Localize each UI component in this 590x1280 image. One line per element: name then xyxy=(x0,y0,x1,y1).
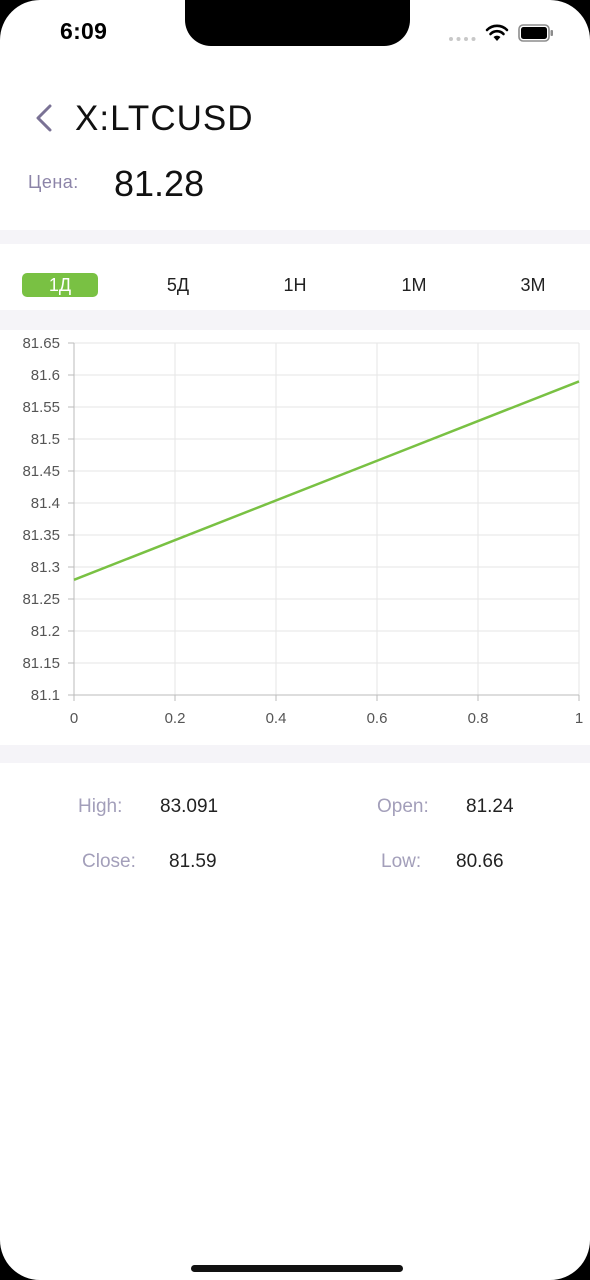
high-label: High: xyxy=(78,796,123,817)
x-tick-label: 0.8 xyxy=(468,710,489,727)
tab-1d[interactable]: 1Д xyxy=(22,273,98,297)
open-label: Open: xyxy=(377,796,429,817)
x-tick-label: 0.6 xyxy=(367,710,388,727)
low-label: Low: xyxy=(381,851,422,872)
x-tick-label: 0.4 xyxy=(266,710,287,727)
y-tick-label: 81.4 xyxy=(31,495,60,512)
x-tick-label: 0.2 xyxy=(165,710,186,727)
cellular-signal-icon xyxy=(449,37,476,41)
price-value: 81.28 xyxy=(114,163,205,204)
y-tick-label: 81.35 xyxy=(22,527,60,544)
tab-1m[interactable]: 1М xyxy=(401,275,427,295)
divider xyxy=(0,310,590,330)
divider xyxy=(0,745,590,763)
x-tick-label: 1 xyxy=(575,710,583,727)
price-line-chart: 81.65 81.6 81.55 81.5 81.45 81.4 81.35 81.3 81.2… xyxy=(22,335,583,727)
close-value: 81.59 xyxy=(169,851,217,872)
y-tick-label: 81.3 xyxy=(31,559,60,576)
y-tick-label: 81.15 xyxy=(22,655,60,672)
open-value: 81.24 xyxy=(466,796,514,817)
x-tick-label: 0 xyxy=(70,710,78,727)
back-chevron-icon[interactable] xyxy=(30,100,60,136)
low-value: 80.66 xyxy=(456,851,504,872)
home-indicator xyxy=(191,1265,403,1272)
high-value: 83.091 xyxy=(160,796,219,817)
y-tick-label: 81.45 xyxy=(22,463,60,480)
status-bar: 6:09 xyxy=(0,0,590,64)
y-tick-label: 81.5 xyxy=(31,431,60,448)
battery-icon xyxy=(518,24,553,42)
tab-5d[interactable]: 5Д xyxy=(166,275,190,295)
price-label: Цена: xyxy=(28,172,79,192)
wifi-icon xyxy=(485,24,509,41)
tab-1w[interactable]: 1Н xyxy=(283,275,307,295)
y-tick-label: 81.55 xyxy=(22,399,60,416)
y-tick-label: 81.2 xyxy=(31,623,60,640)
price-series-line xyxy=(73,380,580,581)
page-title: X:LTCUSD xyxy=(75,99,254,138)
status-time: 6:09 xyxy=(60,18,108,44)
close-label: Close: xyxy=(82,851,136,872)
y-tick-label: 81.6 xyxy=(31,367,60,384)
divider xyxy=(0,230,590,244)
y-tick-label: 81.25 xyxy=(22,591,60,608)
y-tick-label: 81.65 xyxy=(22,335,60,352)
y-tick-label: 81.1 xyxy=(31,687,60,704)
notch xyxy=(185,0,410,46)
tab-3m[interactable]: 3М xyxy=(520,275,546,295)
